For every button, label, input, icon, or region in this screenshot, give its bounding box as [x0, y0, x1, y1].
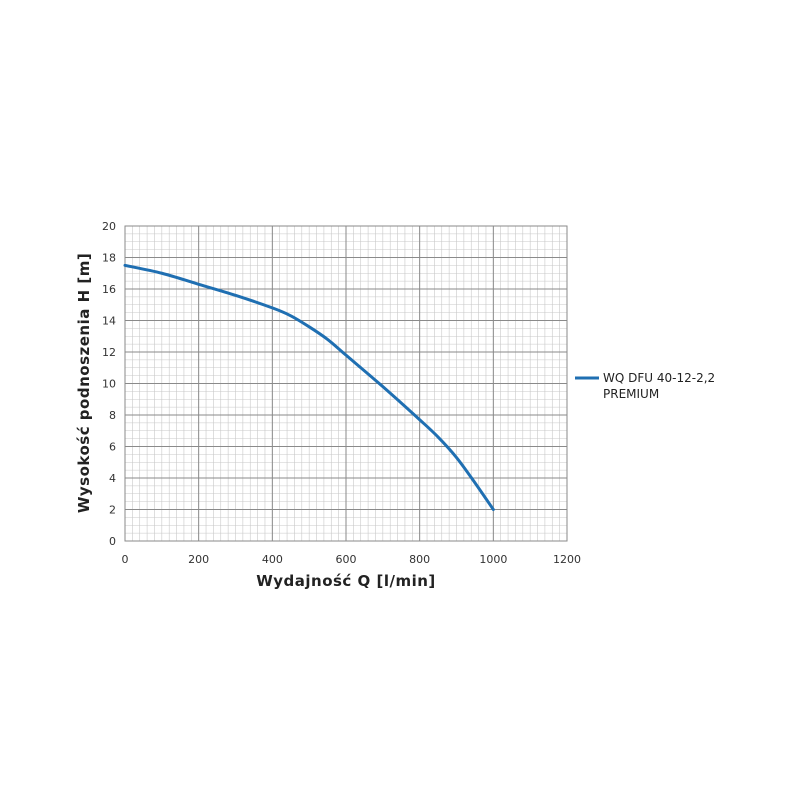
x-tick-labels: 0 200 400 600 800 1000 1200	[122, 553, 582, 566]
x-tick-label: 200	[188, 553, 209, 566]
x-tick-label: 1200	[553, 553, 581, 566]
x-axis-title: Wydajność Q [l/min]	[256, 572, 436, 590]
y-tick-label: 0	[109, 535, 116, 548]
legend-label-line1: WQ DFU 40-12-2,2	[603, 371, 715, 385]
y-tick-label: 4	[109, 472, 116, 485]
series-layer	[123, 263, 495, 511]
y-tick-label: 10	[102, 378, 116, 391]
y-tick-label: 6	[109, 441, 116, 454]
y-tick-labels: 0 2 4 6 8 10 12 14 16 18 20	[102, 220, 116, 548]
legend: WQ DFU 40-12-2,2 PREMIUM	[575, 371, 715, 401]
legend-label-line2: PREMIUM	[603, 387, 659, 401]
y-tick-label: 20	[102, 220, 116, 233]
x-tick-label: 600	[336, 553, 357, 566]
x-tick-label: 0	[122, 553, 129, 566]
y-tick-label: 2	[109, 504, 116, 517]
x-tick-label: 800	[409, 553, 430, 566]
y-tick-label: 14	[102, 315, 116, 328]
x-tick-label: 400	[262, 553, 283, 566]
y-tick-label: 16	[102, 283, 116, 296]
y-axis-title: Wysokość podnoszenia H [m]	[75, 253, 93, 513]
major-grid	[124, 225, 568, 542]
y-tick-label: 8	[109, 409, 116, 422]
x-tick-label: 1000	[479, 553, 507, 566]
y-tick-label: 18	[102, 252, 116, 265]
y-tick-label: 12	[102, 346, 116, 359]
series-line	[123, 263, 495, 511]
